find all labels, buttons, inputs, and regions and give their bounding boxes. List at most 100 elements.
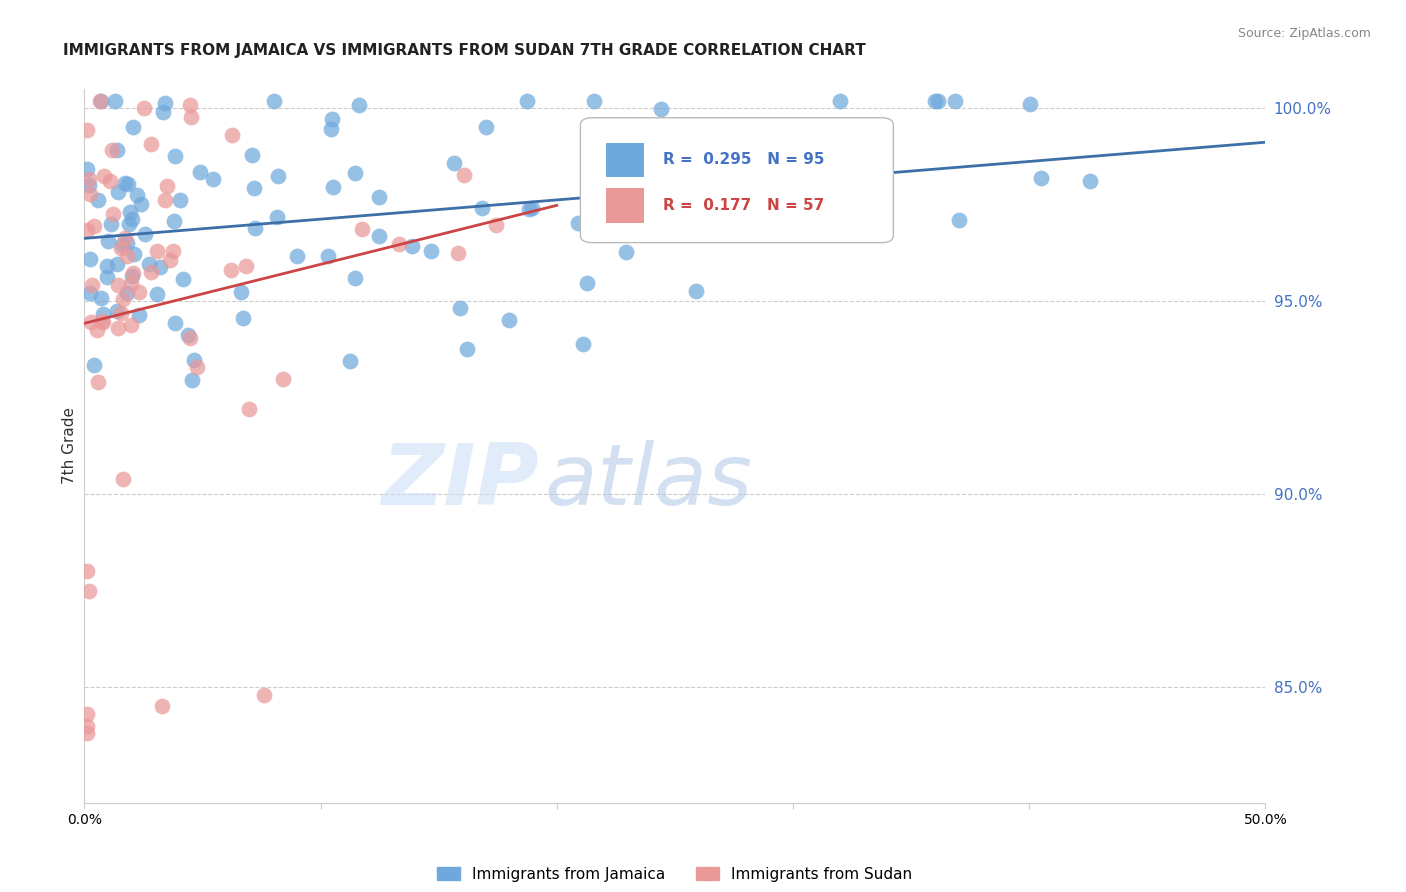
Point — [165, 149, 187, 163]
Point — [183, 352, 205, 367]
Point — [453, 168, 475, 182]
Point — [1078, 174, 1101, 188]
Point — [122, 246, 145, 260]
Point — [927, 94, 949, 108]
Point — [120, 205, 142, 219]
Point — [91, 315, 114, 329]
Point — [180, 373, 202, 387]
Point — [169, 193, 191, 207]
Point — [924, 94, 946, 108]
Point — [685, 284, 707, 298]
Point — [1029, 170, 1052, 185]
Point — [179, 331, 201, 345]
Point — [266, 169, 288, 183]
Point — [90, 94, 112, 108]
Point — [401, 239, 423, 253]
Point — [830, 94, 852, 108]
Point — [129, 197, 152, 211]
Point — [107, 277, 129, 292]
Point — [347, 98, 370, 112]
Text: ZIP: ZIP — [381, 440, 538, 524]
Point — [152, 105, 174, 120]
Point — [498, 313, 520, 327]
Point — [76, 719, 98, 733]
Point — [96, 269, 118, 284]
Point — [485, 218, 508, 232]
Text: R =  0.295   N = 95: R = 0.295 N = 95 — [664, 153, 824, 168]
Point — [172, 272, 194, 286]
Point — [343, 271, 366, 285]
Point — [273, 372, 295, 386]
Point — [145, 287, 167, 301]
Point — [103, 207, 125, 221]
Point — [125, 188, 148, 202]
Point — [80, 277, 103, 292]
Point — [420, 244, 443, 258]
Point — [388, 237, 411, 252]
Point — [107, 186, 129, 200]
Point — [516, 94, 538, 108]
Point — [105, 304, 128, 318]
Point — [128, 308, 150, 322]
Point — [83, 219, 105, 233]
Point — [522, 201, 544, 215]
Point — [159, 253, 181, 268]
Point — [614, 244, 637, 259]
Point — [232, 311, 254, 326]
Point — [285, 249, 308, 263]
Point — [111, 238, 134, 252]
Point — [77, 583, 100, 598]
Point — [114, 231, 136, 245]
Point — [238, 401, 260, 416]
Point — [443, 156, 465, 170]
Point — [352, 221, 374, 235]
Point — [367, 228, 389, 243]
Point — [117, 249, 139, 263]
Point — [76, 726, 98, 740]
Point — [475, 120, 498, 134]
Point — [87, 375, 110, 389]
Point — [146, 244, 169, 259]
Point — [112, 472, 135, 486]
Point — [229, 285, 252, 300]
Point — [263, 94, 285, 108]
Point — [96, 259, 118, 273]
Point — [110, 241, 132, 255]
Point — [132, 101, 155, 115]
Point — [97, 235, 120, 249]
Point — [120, 318, 142, 332]
Point — [177, 327, 200, 342]
Point — [118, 218, 141, 232]
Point — [165, 316, 187, 330]
Point — [572, 337, 595, 351]
Point — [122, 120, 145, 134]
Point — [86, 323, 108, 337]
Point — [321, 112, 343, 126]
Text: Source: ZipAtlas.com: Source: ZipAtlas.com — [1237, 27, 1371, 40]
Point — [221, 262, 243, 277]
Point — [153, 96, 176, 111]
Text: IMMIGRANTS FROM JAMAICA VS IMMIGRANTS FROM SUDAN 7TH GRADE CORRELATION CHART: IMMIGRANTS FROM JAMAICA VS IMMIGRANTS FR… — [63, 43, 866, 58]
Point — [105, 257, 128, 271]
Point — [450, 301, 472, 315]
Point — [517, 202, 540, 217]
FancyBboxPatch shape — [581, 118, 893, 243]
Point — [153, 193, 176, 207]
Point — [650, 102, 672, 116]
Point — [76, 565, 98, 579]
Text: R =  0.177   N = 57: R = 0.177 N = 57 — [664, 198, 824, 213]
Point — [948, 213, 970, 227]
Point — [100, 218, 122, 232]
Point — [240, 148, 263, 162]
Point — [180, 110, 202, 124]
Bar — [606, 143, 644, 177]
Point — [91, 307, 114, 321]
Point — [322, 180, 344, 194]
Legend: Immigrants from Jamaica, Immigrants from Sudan: Immigrants from Jamaica, Immigrants from… — [432, 861, 918, 888]
Point — [121, 269, 143, 284]
Point — [139, 265, 162, 279]
Point — [321, 122, 343, 136]
Point — [221, 128, 243, 143]
Point — [80, 315, 103, 329]
Point — [89, 94, 111, 108]
